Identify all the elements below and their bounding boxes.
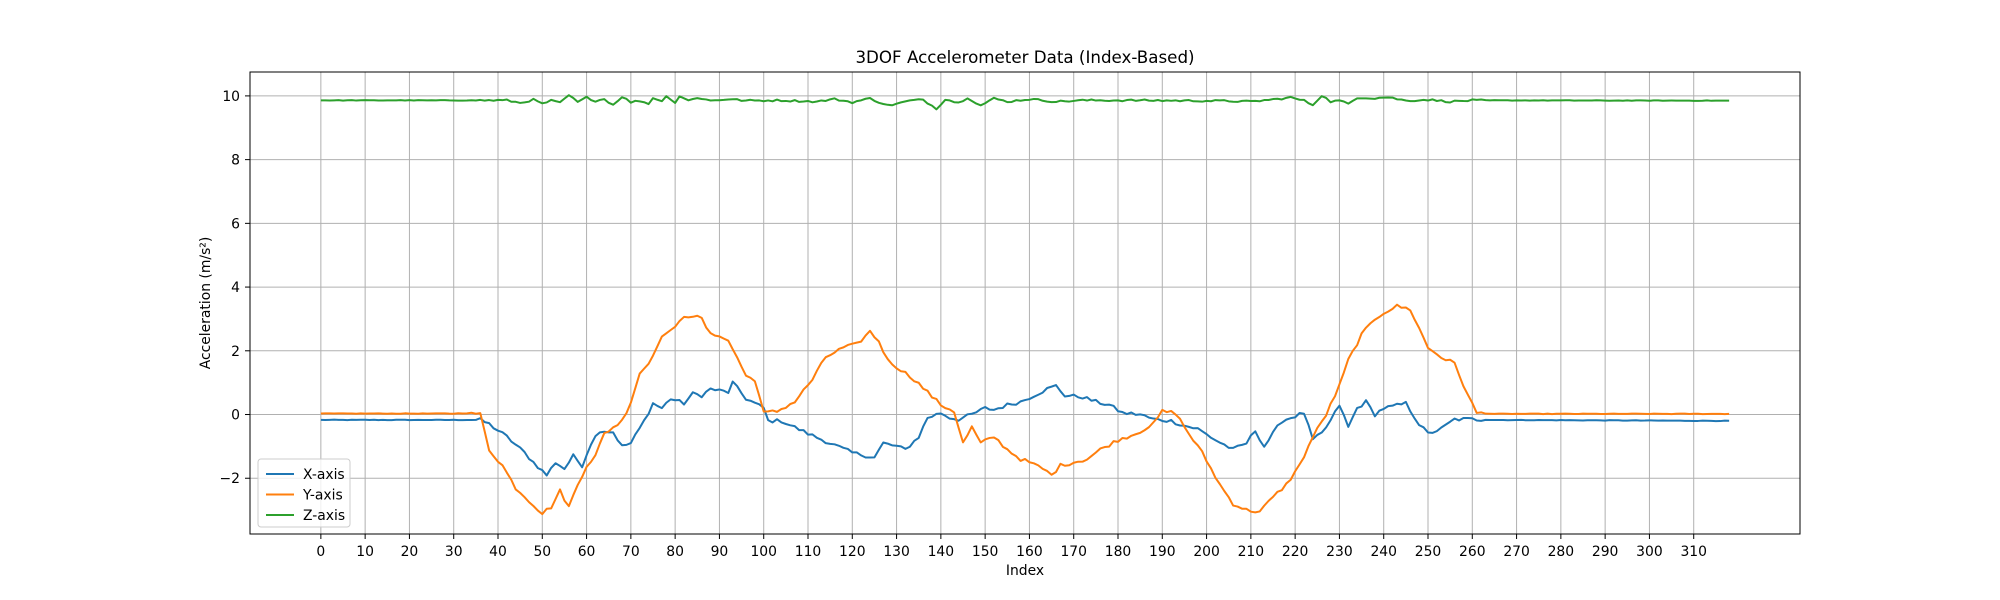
y-tick-label: 8 <box>231 153 240 169</box>
y-tick-label: 6 <box>231 216 240 232</box>
grid-lines <box>250 72 1800 534</box>
plot-background <box>250 72 1800 534</box>
x-axis-title: Index <box>1006 563 1044 579</box>
y-axis-ticks: −2 0 2 4 6 8 10 <box>220 89 250 487</box>
x-tick-label: 200 <box>1193 544 1220 560</box>
x-tick-label: 50 <box>533 544 551 560</box>
y-axis-title: Acceleration (m/s²) <box>198 237 214 370</box>
x-tick-label: 10 <box>356 544 374 560</box>
series-line-y-axis <box>320 303 1730 516</box>
x-tick-label: 60 <box>578 544 596 560</box>
y-tick-label: 0 <box>231 408 240 424</box>
x-tick-label: 140 <box>928 544 955 560</box>
x-tick-label: 40 <box>489 544 507 560</box>
x-tick-label: 170 <box>1060 544 1087 560</box>
x-tick-label: 180 <box>1105 544 1132 560</box>
x-tick-label: 300 <box>1636 544 1663 560</box>
x-tick-label: 110 <box>795 544 822 560</box>
x-tick-label: 30 <box>445 544 463 560</box>
x-tick-label: 80 <box>666 544 684 560</box>
x-tick-label: 250 <box>1415 544 1442 560</box>
x-tick-label: 260 <box>1459 544 1486 560</box>
legend-label: X-axis <box>303 467 345 483</box>
y-tick-label: 10 <box>222 89 240 105</box>
axes-border <box>249 71 1801 535</box>
x-tick-label: 100 <box>750 544 777 560</box>
y-tick-label: 2 <box>231 344 240 360</box>
x-tick-label: 210 <box>1238 544 1265 560</box>
axes-frame <box>249 71 1801 535</box>
x-tick-label: 230 <box>1326 544 1353 560</box>
x-tick-label: 220 <box>1282 544 1309 560</box>
x-tick-label: 120 <box>839 544 866 560</box>
x-tick-label: 280 <box>1548 544 1575 560</box>
legend-label: Z-axis <box>303 508 345 524</box>
x-tick-label: 130 <box>883 544 910 560</box>
legend: X-axis Y-axis Z-axis <box>257 458 351 528</box>
legend-label: Y-axis <box>302 488 343 504</box>
chart-title: 3DOF Accelerometer Data (Index-Based) <box>855 47 1194 67</box>
x-tick-label: 90 <box>711 544 729 560</box>
x-tick-label: 0 <box>316 544 325 560</box>
series-line-z-axis <box>320 94 1730 111</box>
x-axis-ticks: 0 10 20 30 40 50 60 70 80 90 100 110 120 130 140 150 160… <box>316 534 1707 560</box>
x-tick-label: 190 <box>1149 544 1176 560</box>
x-tick-label: 240 <box>1370 544 1397 560</box>
x-tick-label: 310 <box>1680 544 1707 560</box>
x-tick-label: 290 <box>1592 544 1619 560</box>
y-tick-label: −2 <box>220 471 240 487</box>
series-lines <box>320 94 1730 516</box>
x-tick-label: 160 <box>1016 544 1043 560</box>
y-tick-label: 4 <box>231 280 240 296</box>
x-tick-label: 70 <box>622 544 640 560</box>
x-tick-label: 20 <box>401 544 419 560</box>
legend-box <box>257 458 351 528</box>
x-tick-label: 270 <box>1503 544 1530 560</box>
series-line-x-axis <box>320 380 1730 477</box>
x-tick-label: 150 <box>972 544 999 560</box>
plot-area <box>250 72 1800 534</box>
